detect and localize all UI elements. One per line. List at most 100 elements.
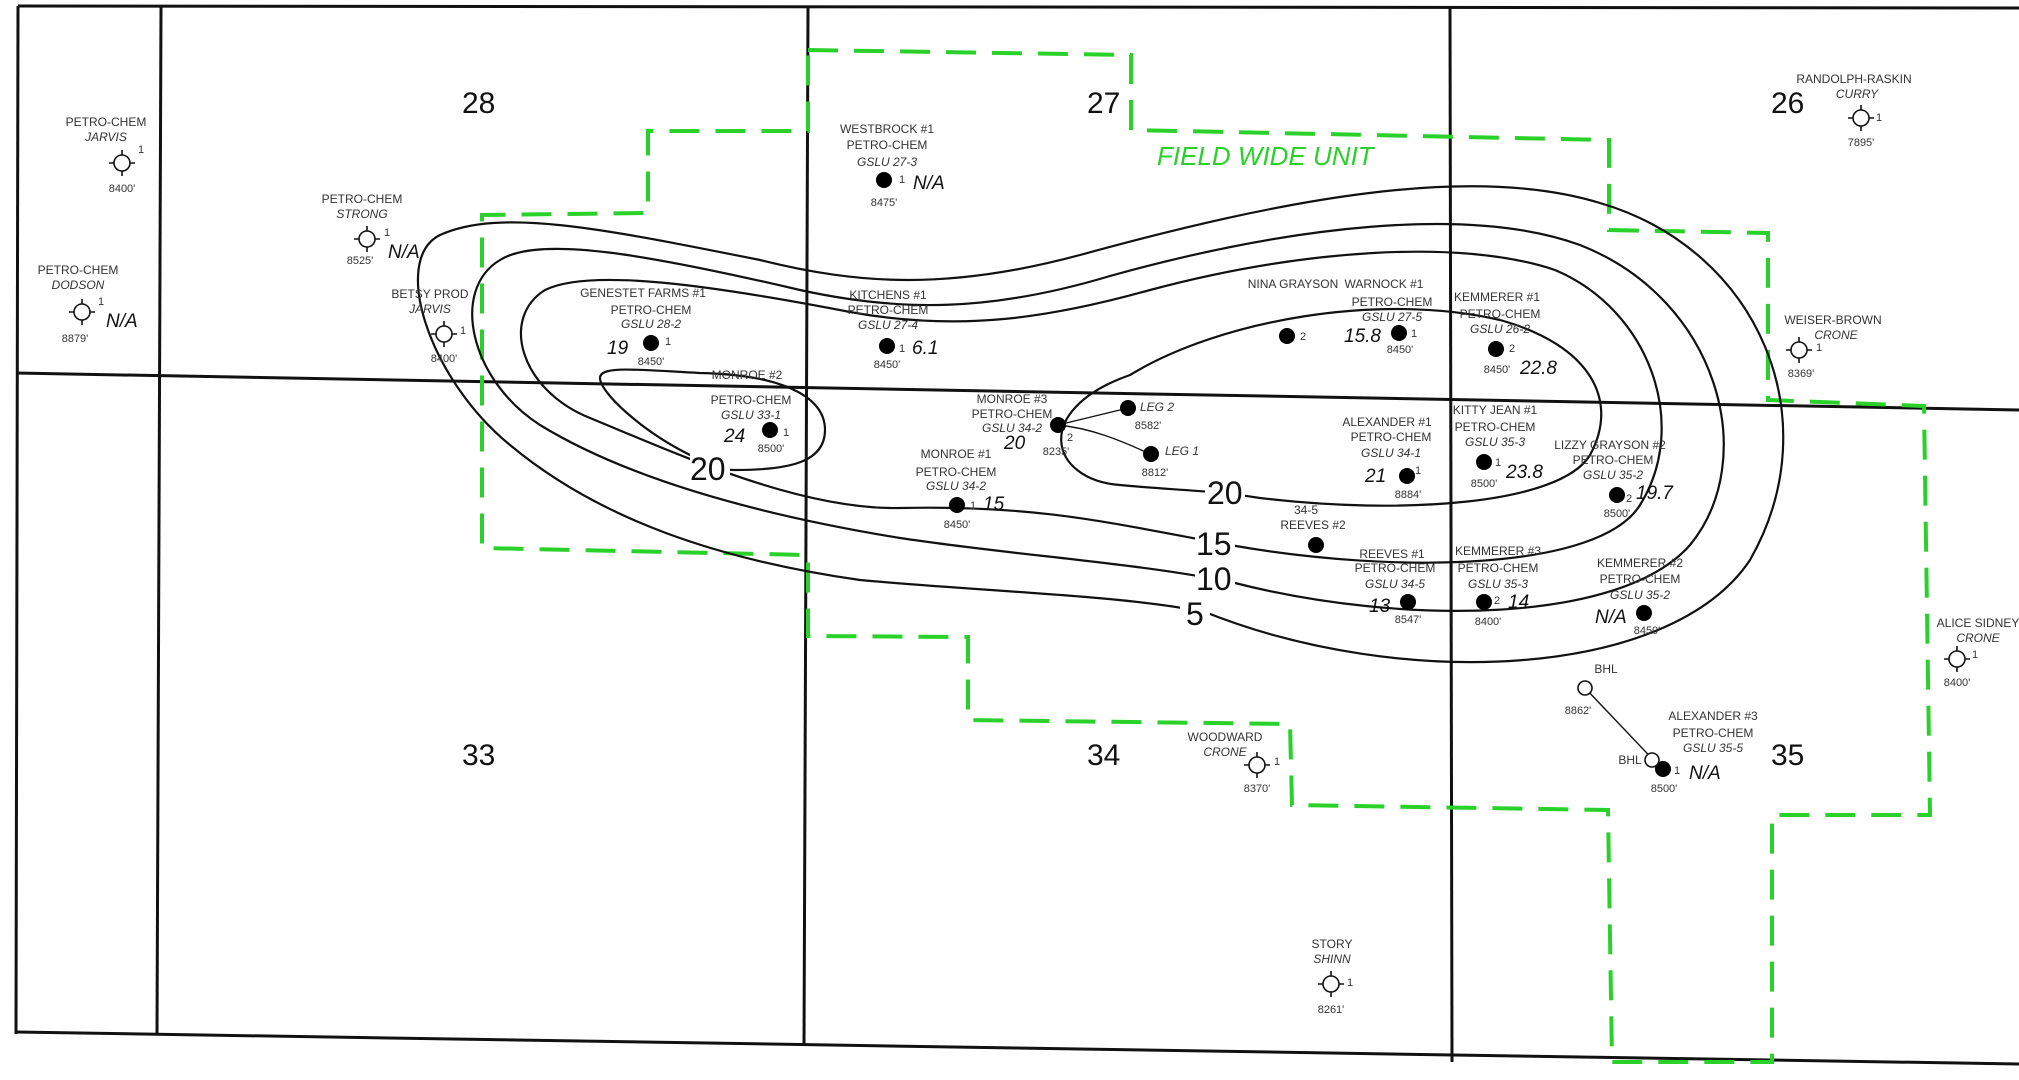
well-label-w9-lease: GSLU 34-2 [982,421,1042,435]
well-label-w23-num: 1 [1972,649,1978,661]
well-symbol-w15 [1399,468,1415,484]
well-label-w21-lease: CURRY [1836,87,1879,101]
well-label-w13-num: 2 [1509,343,1515,355]
well-label-w19-num: 2 [1494,595,1500,607]
well-symbol-w18 [1400,594,1416,610]
contour-label-bg-15 [1195,525,1235,561]
well-label-w7-depth: 8475' [871,197,898,209]
well-label-w16-num: 2 [1626,493,1632,505]
well-label-w12-name: WARNOCK #1 [1345,277,1424,291]
well-symbol-w25 [1318,971,1344,997]
contour-5 [416,185,1785,664]
well-label-w7-num: 1 [899,174,905,186]
well-label-w8-lease: GSLU 27-4 [858,318,918,332]
well-label-w26-num: 1 [1674,765,1680,777]
well-label-w4-lease: JARVIS [408,302,451,316]
contour-label-bg-10 [1195,560,1235,596]
well-label-w13-lease: GSLU 26-2 [1470,322,1530,336]
contour-label-15: 15 [1196,526,1232,562]
lateral-leg1-line [1057,424,1151,455]
well-label-w22-lease: CRONE [1814,328,1858,342]
well-symbol-w12 [1391,325,1407,341]
well-label-w18-depth: 8547' [1395,614,1422,626]
well-label-w8-depth: 8450' [874,359,901,371]
grid-v1 [155,5,163,1035]
well-label-w5-name: GENESTET FARMS #1 [580,286,706,300]
lateral-leg2-line [1057,407,1129,426]
section-label-35: 35 [1771,739,1804,772]
well-label-w4-depth: 8400' [431,353,458,365]
well-label-w9-value: 20 [1003,433,1026,454]
well-label-w1-lease: JARVIS [84,130,127,144]
well-symbol-bhl1 [1577,680,1593,696]
well-label-w18-operator: PETRO-CHEM [1355,561,1436,575]
well-label-w10-lease: GSLU 34-2 [926,479,986,493]
section-label-28: 28 [462,87,495,120]
section-grid [14,4,2019,1066]
well-label-w23-depth: 8400' [1944,677,1971,689]
well-label-w14-num: 1 [1495,457,1501,469]
well-label-w9-operator: PETRO-CHEM [972,407,1053,421]
well-symbol-w7 [876,172,892,188]
section-label-27: 27 [1087,87,1120,120]
well-label-w25-num: 1 [1347,977,1353,989]
well-label-w1-operator: PETRO-CHEM [66,115,147,129]
well-label-w2-operator: PETRO-CHEM [38,263,119,277]
well-symbol-bhl2 [1644,752,1660,768]
well-label-w15-lease: GSLU 34-1 [1361,446,1421,460]
well-label-w22-depth: 8369' [1788,368,1815,380]
contour-15 [520,250,1663,564]
well-label-w26-lease: GSLU 35-5 [1683,741,1743,755]
well-label-w13-operator: PETRO-CHEM [1460,307,1541,321]
well-label-w15-depth: 8884' [1395,489,1422,501]
well-symbol-w2 [69,299,95,325]
well-label-w24-depth: 8370' [1244,783,1271,795]
bhl-label-2: BHL [1618,753,1642,767]
well-symbol-leg1 [1143,446,1159,462]
well-label-w20-depth: 8450' [1634,625,1661,637]
contour-lines [416,185,1785,664]
well-label-w9-name: MONROE #3 [977,392,1048,406]
well-label-w26-operator: PETRO-CHEM [1673,726,1754,740]
well-label-w10-depth: 8450' [944,519,971,531]
well-label-w13-value: 22.8 [1519,358,1557,379]
well-label-w16-operator: PETRO-CHEM [1573,453,1654,467]
wells-layer [69,105,1970,997]
well-symbol-w5 [643,335,659,351]
well-label-w2-value: N/A [106,311,138,332]
well-symbol-w4 [431,321,457,347]
well-label-w25-lease: SHINN [1313,952,1351,966]
section-label-33: 33 [462,739,495,772]
well-label-w12-lease: GSLU 27-5 [1362,310,1422,324]
well-label-w7-value: N/A [913,173,945,194]
well-label-w11-num: 2 [1300,331,1306,343]
well-label-w9-depth: 8235' [1043,446,1070,458]
well-label-w20-lease: GSLU 35-2 [1610,588,1670,602]
well-label-w22-num: 1 [1816,342,1822,354]
well-label-w22-name: WEISER-BROWN [1784,313,1881,327]
well-label-w15-operator: PETRO-CHEM [1351,430,1432,444]
well-label-w14-lease: GSLU 35-3 [1465,435,1525,449]
well-label-w14-value: 23.8 [1505,462,1543,483]
contour-label-5: 5 [1186,596,1204,632]
well-label-w19-value: 14 [1508,592,1529,613]
well-label-w16-lease: GSLU 35-2 [1583,468,1643,482]
well-label-w6-lease: GSLU 33-1 [721,408,781,422]
well-label-w20-value: N/A [1595,607,1627,628]
well-symbol-w3 [354,226,380,252]
well-label-w20-operator: PETRO-CHEM [1600,572,1681,586]
well-label-w8-name: KITCHENS #1 [849,288,927,302]
well-label-w21-name: RANDOLPH-RASKIN [1796,72,1911,86]
well-symbol-w20 [1636,605,1652,621]
well-label-w2-num: 1 [98,296,104,308]
well-label-w25-name: STORY [1312,937,1353,951]
well-label-w6-depth: 8500' [758,443,785,455]
well-symbol-w9 [1050,417,1066,433]
well-label-w16-value: 19.7 [1636,483,1674,504]
well-label-w15-value: 21 [1364,466,1386,487]
contour-label-20b: 20 [690,451,726,487]
well-label-w2-depth: 8879' [62,333,89,345]
well-symbol-w11 [1279,328,1295,344]
well-label-w12-depth: 8450' [1387,344,1414,356]
